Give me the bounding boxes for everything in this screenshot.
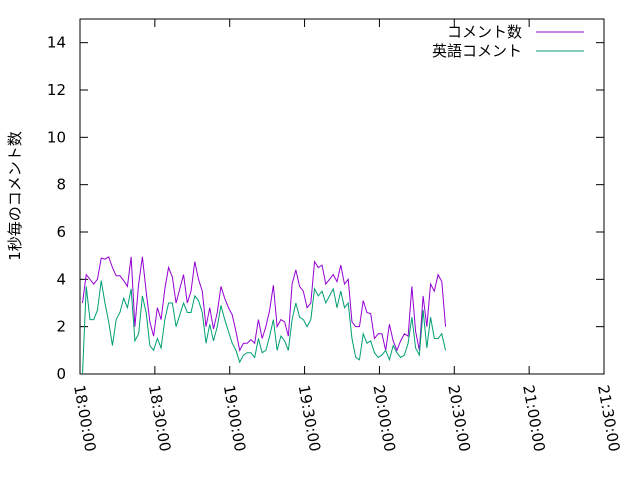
series-line-1 [82,280,447,375]
y-axis-label: 1秒毎のコメント数 [6,131,24,261]
y-tick-label: 12 [47,81,66,99]
series-line-0 [82,256,447,352]
y-tick-label: 2 [56,318,66,336]
y-tick-label: 4 [56,270,66,288]
y-tick-label: 0 [56,365,66,383]
x-tick-label: 21:30:00 [594,384,623,453]
x-tick-label: 19:30:00 [295,384,324,453]
x-tick-label: 21:00:00 [519,384,548,453]
y-tick-label: 8 [56,176,66,194]
legend-label: 英語コメント [432,42,522,60]
y-tick-label: 6 [56,223,66,241]
legend-label: コメント数 [447,23,522,41]
x-axis: 18:00:00 18:30:00 19:00:00 19:30:00 20:00:00… [70,19,623,453]
plot-frame [79,18,605,375]
x-tick-label: 19:00:00 [220,384,249,453]
y-tick-label: 10 [47,128,66,146]
x-tick-label: 20:00:00 [369,384,398,453]
y-tick-label: 14 [47,34,66,52]
x-tick-label: 18:00:00 [70,384,99,453]
x-tick-label: 20:30:00 [444,384,473,453]
plot-border [79,18,605,375]
series-layer [82,256,447,375]
x-tick-label: 18:30:00 [145,384,174,453]
y-axis: 0 2 4 6 8 10 12 14 [47,34,604,383]
